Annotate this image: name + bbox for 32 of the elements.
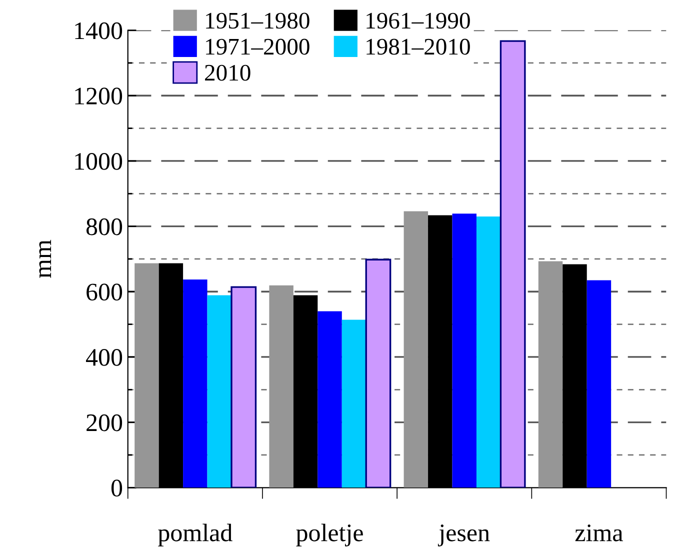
bar xyxy=(207,295,232,488)
y-tick-label: 1200 xyxy=(75,88,122,105)
bar xyxy=(586,280,612,488)
legend-label: 1971–2000 xyxy=(206,38,310,55)
y-tick-label: 600 xyxy=(86,284,122,301)
bar xyxy=(538,261,563,488)
x-tick-label: pomlad xyxy=(158,524,232,546)
bar xyxy=(476,216,501,488)
bar xyxy=(230,286,257,488)
legend-label: 2010 xyxy=(205,64,250,81)
y-axis-title: mm xyxy=(39,240,52,278)
y-tick-label: 200 xyxy=(86,414,122,432)
x-tick-label: jesen xyxy=(438,524,490,546)
y-tick-label: 800 xyxy=(86,218,122,236)
x-tick-label: poletje xyxy=(296,524,363,546)
bar xyxy=(318,311,342,488)
bar xyxy=(500,40,526,488)
bar xyxy=(365,258,392,488)
bar xyxy=(342,320,366,488)
bar xyxy=(452,214,476,488)
y-tick-label: 1400 xyxy=(75,22,122,40)
bar xyxy=(183,280,208,488)
legend-label: 1981–2010 xyxy=(366,38,470,55)
bar xyxy=(134,263,159,488)
y-tick-label: 400 xyxy=(86,349,122,366)
legend-label: 1951–1980 xyxy=(206,12,310,29)
x-tick-label: zima xyxy=(575,524,623,542)
y-tick-label: 1000 xyxy=(75,153,122,170)
y-tick-label: 0 xyxy=(111,480,122,497)
bar xyxy=(404,211,428,488)
bar xyxy=(269,285,294,488)
legend-label: 1961–1990 xyxy=(366,12,470,29)
